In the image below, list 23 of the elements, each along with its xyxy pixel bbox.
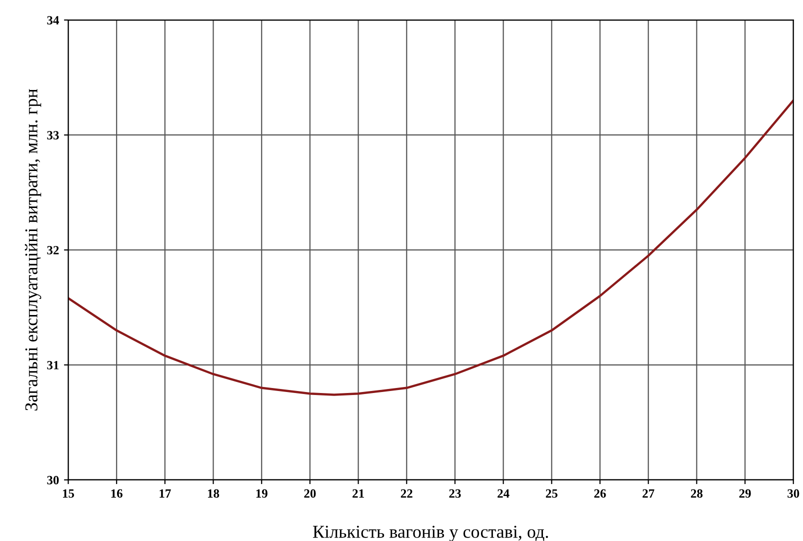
- x-tick-label: 22: [400, 489, 412, 498]
- x-tick-label: 23: [449, 489, 461, 498]
- y-tick-label: 30: [47, 476, 59, 484]
- y-tick-label: 32: [47, 246, 59, 254]
- x-tick-label: 24: [498, 489, 510, 498]
- x-tick-label: 25: [546, 489, 558, 498]
- x-tick-label: 28: [690, 489, 703, 498]
- x-tick-label: 27: [642, 489, 654, 498]
- x-tick-label: 18: [208, 489, 220, 498]
- x-tick-label: 17: [160, 489, 171, 498]
- y-tick-label: 33: [47, 131, 59, 140]
- x-tick-label: 20: [304, 489, 316, 498]
- x-tick-label: 16: [111, 489, 122, 498]
- x-tick-label: 26: [594, 489, 606, 498]
- x-tick-label: 29: [739, 489, 751, 498]
- x-tick-label: 19: [256, 489, 268, 498]
- y-tick-label: 34: [47, 16, 59, 24]
- line-series: [68, 99, 794, 396]
- x-tick-label: 21: [352, 489, 364, 498]
- y-tick-label: 31: [47, 360, 59, 370]
- y-axis-title: Загальні експлуатаційні витрати, млн. грн: [24, 88, 42, 410]
- x-tick-label: 15: [63, 489, 74, 498]
- x-tick-label: 30: [788, 489, 800, 498]
